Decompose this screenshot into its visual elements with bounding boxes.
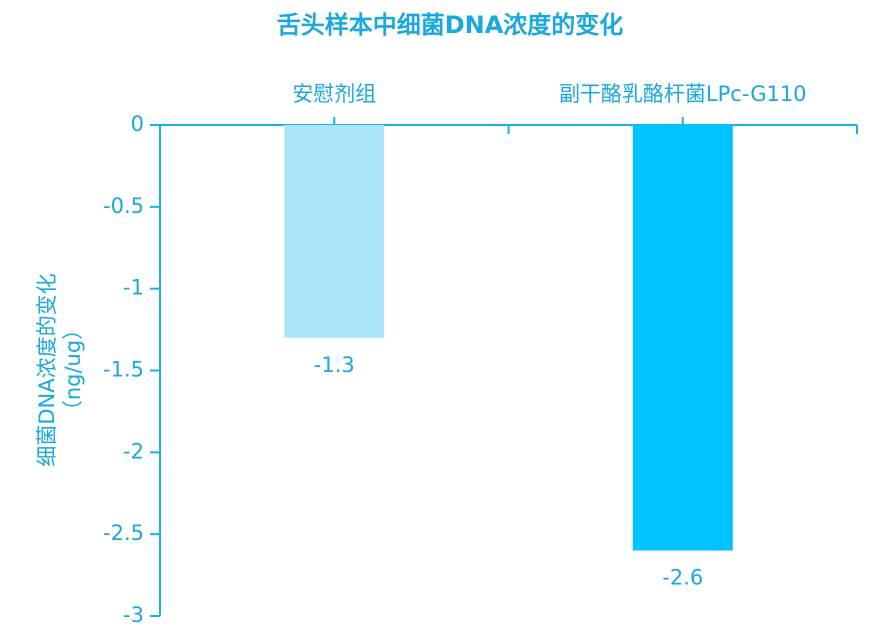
value-label: -2.6	[662, 566, 703, 590]
x-tick-label: 副干酪乳酪杆菌LPc-G110	[559, 82, 807, 106]
y-axis-title: 细菌DNA浓度的变化 （ng/ug）	[35, 273, 85, 466]
y-tick-label: -1	[123, 276, 144, 300]
y-tick-label: 0	[131, 112, 144, 136]
y-tick-label: -2.5	[103, 521, 144, 545]
y-axis-title-line: （ng/ug）	[61, 319, 85, 421]
y-tick-label: -2	[123, 439, 144, 463]
bar	[284, 125, 385, 338]
chart-title: 舌头样本中细菌DNA浓度的变化	[277, 11, 624, 39]
x-tick-label: 安慰剂组	[292, 82, 376, 106]
y-tick-label: -3	[123, 603, 144, 627]
y-tick-label: -1.5	[103, 358, 144, 382]
value-label: -1.3	[314, 353, 355, 377]
y-tick-label: -0.5	[103, 194, 144, 218]
y-axis-title-line: 细菌DNA浓度的变化	[35, 273, 59, 466]
bar	[632, 125, 733, 551]
